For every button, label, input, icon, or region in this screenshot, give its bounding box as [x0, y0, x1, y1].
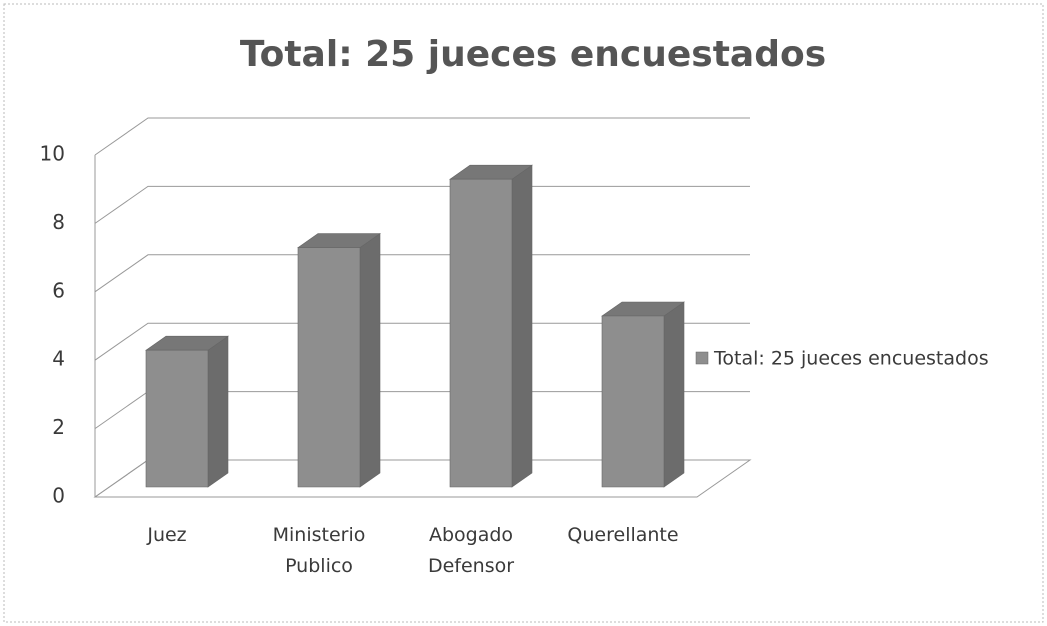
- bar-face: [207, 335, 229, 488]
- bar: [145, 335, 229, 488]
- bar-face: [511, 164, 533, 488]
- bar: [297, 233, 381, 488]
- bar-face: [359, 233, 381, 488]
- y-tick-label: 8: [52, 210, 65, 234]
- x-tick-label: Querellante: [567, 524, 678, 546]
- y-tick-label: 2: [52, 415, 65, 439]
- chart-title: Total: 25 jueces encuestados: [240, 34, 826, 75]
- grid-line: [94, 254, 750, 293]
- bar-face: [601, 315, 665, 488]
- bar-face: [145, 349, 209, 488]
- grid-line: [94, 322, 750, 361]
- y-tick-label: 0: [52, 484, 65, 508]
- bar: [601, 301, 685, 488]
- bar-face: [449, 178, 513, 488]
- chart-frame: [3, 3, 1044, 623]
- bar-face: [663, 301, 685, 488]
- y-tick-label: 6: [52, 278, 65, 302]
- bar-face: [297, 247, 361, 488]
- legend-label: Total: 25 jueces encuestados: [713, 348, 989, 370]
- grid-line: [94, 117, 750, 156]
- x-tick-label: Juez: [146, 524, 186, 546]
- y-tick-label: 4: [52, 347, 65, 371]
- bar: [449, 164, 533, 488]
- x-tick-label: Abogado Defensor: [428, 524, 514, 577]
- x-tick-label: Ministerio Publico: [273, 524, 366, 577]
- legend-swatch: [695, 351, 709, 365]
- y-tick-label: 10: [40, 142, 65, 166]
- grid-line: [94, 185, 750, 224]
